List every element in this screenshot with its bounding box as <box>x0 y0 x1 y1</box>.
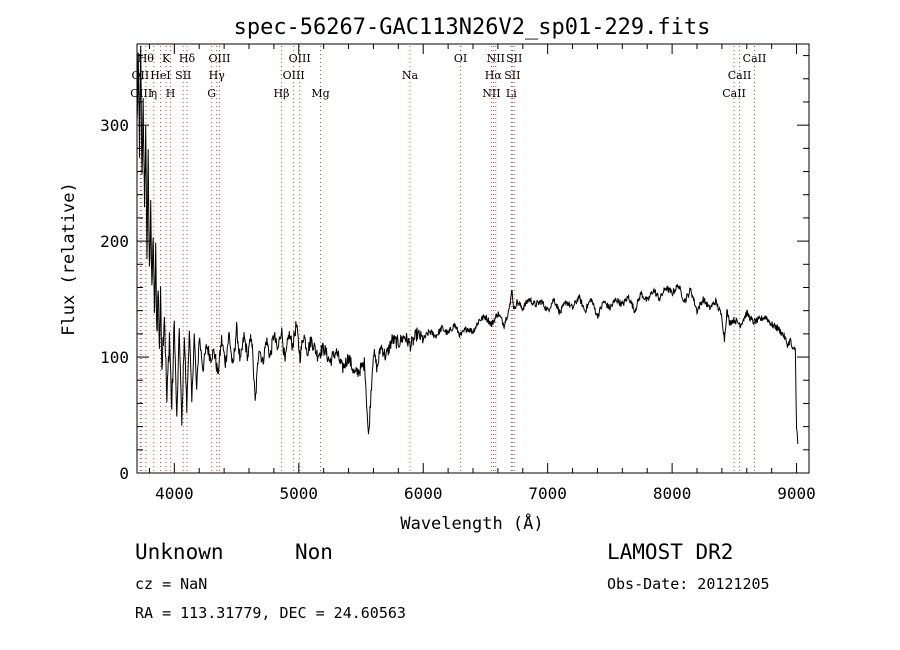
x-axis-label: Wavelength (Å) <box>400 512 543 534</box>
y-tick-label-1: 100 <box>100 348 129 367</box>
line-label-18: NII <box>482 87 500 100</box>
line-label-9: G <box>207 87 216 100</box>
redshift-value: cz = NaN <box>135 575 208 593</box>
line-label-21: Li <box>506 87 517 100</box>
line-label-5: K <box>162 52 171 65</box>
x-tick-label-0: 4000 <box>155 484 194 503</box>
line-label-16: Na <box>402 69 419 82</box>
x-tick-label-1: 5000 <box>280 484 319 503</box>
line-label-15: Mg <box>311 87 329 100</box>
line-label-26: CaII <box>743 52 767 65</box>
object-subclass: Non <box>295 540 333 564</box>
line-label-19: Hα <box>485 69 503 82</box>
line-label-22: SII <box>504 69 520 82</box>
line-label-12: Hβ <box>274 87 290 100</box>
line-label-10: Hγ <box>209 69 226 82</box>
y-tick-label-0: 0 <box>119 464 129 483</box>
line-label-4: HeI <box>150 69 170 82</box>
line-label-23: SII <box>506 52 522 65</box>
line-label-13: OIII <box>283 69 305 82</box>
line-label-8: Hδ <box>179 52 196 65</box>
x-tick-label-5: 9000 <box>777 484 816 503</box>
x-tick-label-4: 8000 <box>653 484 692 503</box>
line-label-14: OIII <box>289 52 311 65</box>
line-label-11: OIII <box>208 52 230 65</box>
line-label-20: NII <box>487 52 505 65</box>
observation-date: Obs-Date: 20121205 <box>607 575 770 593</box>
spectrum-chart: spec-56267-GAC113N26V2_sp01-229.fits OII… <box>59 15 816 534</box>
line-label-24: CaII <box>722 87 746 100</box>
plot-frame <box>136 43 810 474</box>
line-label-7: SII <box>175 69 191 82</box>
line-label-3: η <box>151 87 158 100</box>
line-markers <box>139 46 755 473</box>
y-tick-label-3: 300 <box>100 116 129 135</box>
y-axis-label: Flux (relative) <box>59 182 79 336</box>
survey-label: LAMOST DR2 <box>607 540 734 564</box>
object-class: Unknown <box>135 540 224 564</box>
x-axis-ticks: 4000 5000 6000 7000 8000 9000 <box>148 44 816 503</box>
line-label-17: OI <box>454 52 467 65</box>
coordinates: RA = 113.31779, DEC = 24.60563 <box>135 604 406 622</box>
x-tick-label-3: 7000 <box>528 484 567 503</box>
y-axis-ticks: 0 100 200 300 <box>100 55 809 483</box>
spectrum-line <box>136 46 799 445</box>
chart-title: spec-56267-GAC113N26V2_sp01-229.fits <box>234 15 711 40</box>
line-label-6: H <box>166 87 176 100</box>
y-tick-label-2: 200 <box>100 232 129 251</box>
line-label-25: CaII <box>728 69 752 82</box>
x-tick-label-2: 6000 <box>404 484 443 503</box>
line-labels: OIIOIIIHθηHeIKHSIIHδGHγOIIIHβOIIIOIIIMgN… <box>130 52 766 100</box>
